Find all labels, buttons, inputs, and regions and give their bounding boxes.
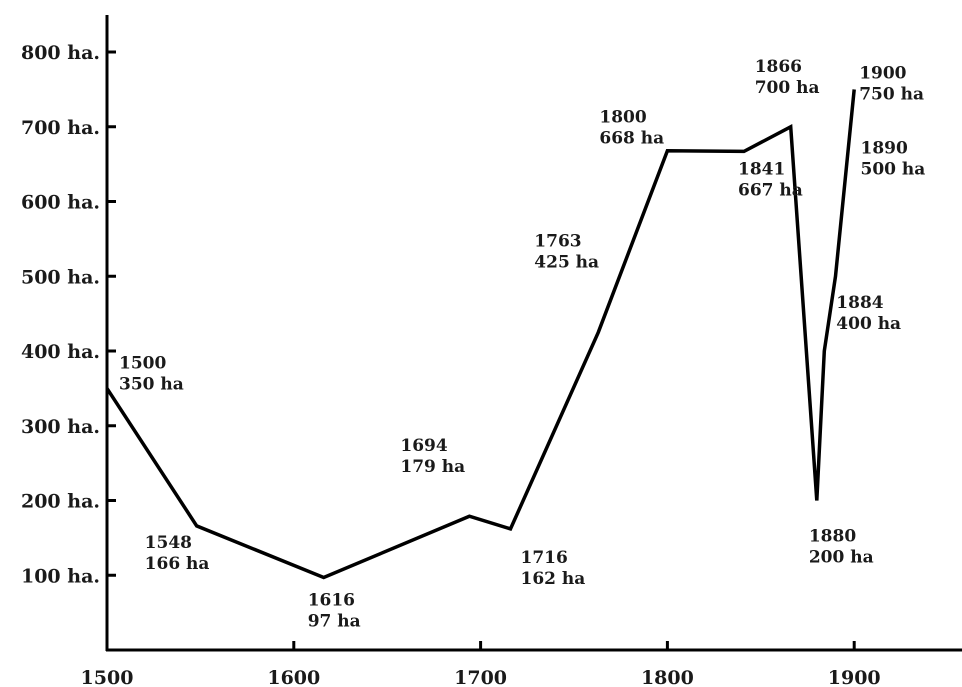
- data-label-year: 1616: [308, 590, 355, 610]
- data-label-year: 1800: [599, 108, 646, 128]
- x-tick-label: 1900: [828, 667, 881, 687]
- y-tick-label: 200 ha.: [21, 491, 100, 513]
- data-label-year: 1763: [534, 231, 581, 251]
- data-label-value: 667 ha: [738, 180, 803, 200]
- data-label-value: 668 ha: [599, 129, 664, 149]
- data-label-value: 400 ha: [836, 314, 901, 334]
- y-tick-label: 800 ha.: [21, 42, 100, 64]
- axes: [105, 15, 962, 652]
- x-tick-label: 1600: [267, 667, 320, 687]
- y-tick-label: 500 ha.: [21, 266, 100, 288]
- data-label-value: 166 ha: [145, 554, 210, 574]
- data-label-year: 1900: [859, 63, 906, 83]
- data-label-value: 350 ha: [119, 374, 184, 394]
- data-label-year: 1841: [738, 159, 785, 179]
- series-line: [105, 89, 856, 580]
- y-tick-label: 100 ha.: [21, 565, 100, 587]
- y-tick-label: 700 ha.: [21, 117, 100, 139]
- data-label-year: 1890: [861, 138, 908, 158]
- data-label-value: 97 ha: [308, 611, 361, 631]
- y-tick-label: 300 ha.: [21, 416, 100, 438]
- x-tick-label: 1700: [454, 667, 507, 687]
- data-label-year: 1500: [119, 353, 166, 373]
- data-label-value: 162 ha: [520, 569, 585, 589]
- data-label-value: 700 ha: [755, 78, 820, 98]
- data-label-year: 1716: [520, 548, 567, 568]
- data-label-year: 1884: [836, 293, 883, 313]
- data-label-year: 1866: [755, 57, 802, 77]
- data-label-value: 750 ha: [859, 84, 924, 104]
- y-tick-label: 600 ha.: [21, 192, 100, 214]
- data-label-year: 1548: [145, 533, 192, 553]
- data-label-year: 1694: [400, 436, 447, 456]
- data-label-value: 425 ha: [534, 252, 599, 272]
- x-tick-label: 1500: [81, 667, 134, 687]
- data-label-year: 1880: [809, 527, 856, 547]
- y-tick-label: 400 ha.: [21, 341, 100, 363]
- data-label-value: 500 ha: [861, 159, 926, 179]
- y-axis-ticks: 100 ha. 200 ha. 300 ha. 400 ha. 500 ha. 600 h…: [21, 42, 116, 587]
- data-label-value: 179 ha: [400, 457, 465, 477]
- x-axis-ticks: 1500 1600 1700 1800 1900: [81, 641, 881, 687]
- x-tick-label: 1800: [641, 667, 694, 687]
- data-label-value: 200 ha: [809, 548, 874, 568]
